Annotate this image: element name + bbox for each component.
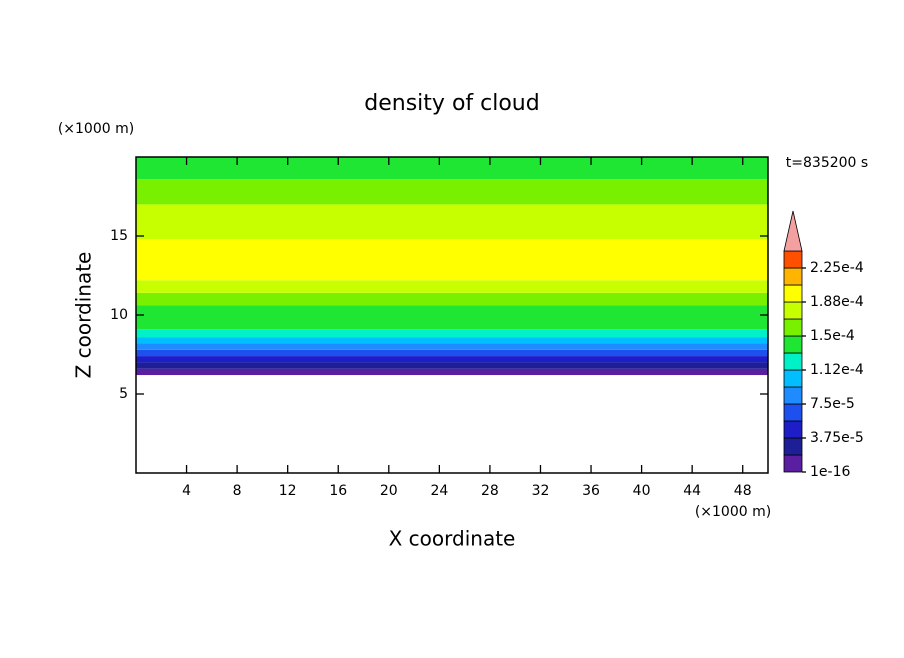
x-unit: (×1000 m) [695,504,771,520]
contour-band [136,292,768,306]
colorbar-label: 2.25e-4 [810,260,864,276]
colorbar-segment [783,437,803,456]
colorbar-segment [783,318,803,337]
contour-band [136,239,768,281]
colorbar-label: 1.5e-4 [810,328,855,344]
x-tick-label: 8 [233,483,242,499]
x-tick-label: 20 [380,483,398,499]
colorbar-segment [783,369,803,388]
colorbar-segment [783,420,803,439]
contour-band [136,362,768,369]
contour-band [136,349,768,357]
x-tick-label: 24 [430,483,448,499]
y-tick-label: 10 [110,307,128,323]
x-tick-label: 4 [182,483,191,499]
colorbar-segment [783,301,803,320]
colorbar-label: 3.75e-5 [810,430,864,446]
colorbar-label: 1e-16 [810,464,850,480]
y-tick-label: 15 [110,228,128,244]
x-tick-label: 48 [734,483,752,499]
colorbar-segment [783,454,803,473]
contour-band [136,179,768,205]
colorbar-segment [783,284,803,303]
colorbar-segment [783,267,803,286]
x-axis-title: X coordinate [389,527,516,551]
x-tick-label: 16 [329,483,347,499]
contour-band [136,343,768,350]
colorbar-segment [783,335,803,354]
x-tick-label: 44 [683,483,701,499]
y-unit: (×1000 m) [58,121,134,137]
colorbar-segment [783,250,803,269]
x-tick-label: 40 [633,483,651,499]
y-tick-label: 5 [119,386,128,402]
x-tick-label: 36 [582,483,600,499]
contour-band [136,368,768,376]
colorbar-label: 1.88e-4 [810,294,864,310]
contour-band [136,280,768,293]
x-tick-label: 12 [279,483,297,499]
chart-title: density of cloud [364,91,539,116]
colorbar-label: 1.12e-4 [810,362,864,378]
contour-band [136,329,768,338]
contour-band [136,356,768,363]
x-tick-label: 28 [481,483,499,499]
colorbar-label: 7.5e-5 [810,396,855,412]
colorbar-segment [783,386,803,405]
contour-band [136,157,768,180]
contour-band [136,204,768,240]
contour-band [136,337,768,344]
time-label: t=835200 s [786,155,868,171]
x-tick-label: 32 [532,483,550,499]
colorbar-extend [783,210,803,252]
colorbar-segment [783,403,803,422]
contour-band [136,305,768,330]
colorbar-segment [783,352,803,371]
y-axis-title: Z coordinate [72,252,96,379]
